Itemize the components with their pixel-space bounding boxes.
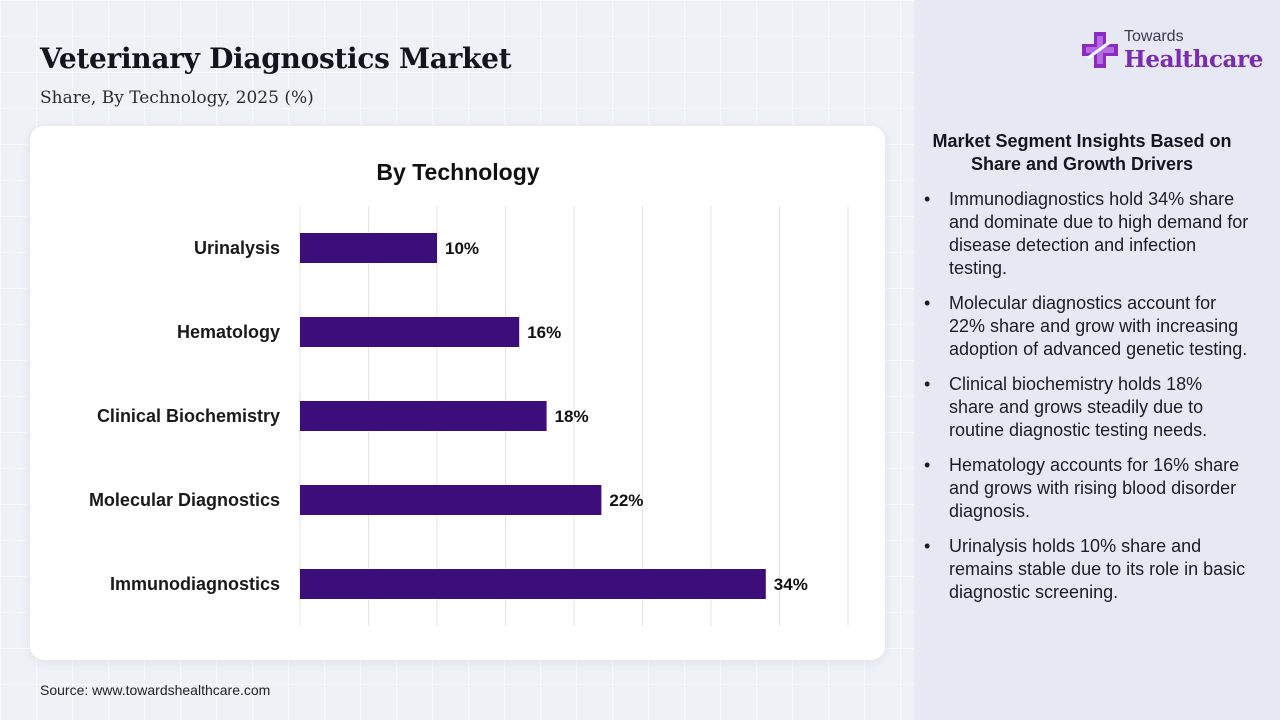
insight-text: Clinical biochemistry holds 18% share an… xyxy=(949,374,1208,440)
page-subtitle: Share, By Technology, 2025 (%) xyxy=(40,88,314,108)
insight-item: • Hematology accounts for 16% share and g… xyxy=(922,454,1252,523)
value-label: 34% xyxy=(774,575,808,594)
bar-molecular-diagnostics[interactable] xyxy=(300,485,602,515)
insight-item: • Immunodiagnostics hold 34% share and do… xyxy=(922,188,1252,280)
bullet-icon: • xyxy=(924,189,931,209)
insight-text: Urinalysis holds 10% share and remains s… xyxy=(949,536,1246,602)
insight-text: Immunodiagnostics hold 34% share and dom… xyxy=(949,189,1249,278)
value-label: 18% xyxy=(555,407,589,426)
insights-list: • Immunodiagnostics hold 34% share and do… xyxy=(922,188,1252,616)
source-note: Source: www.towardshealthcare.com xyxy=(40,682,271,698)
bar-immunodiagnostics[interactable] xyxy=(300,569,766,599)
bar-urinalysis[interactable] xyxy=(300,233,437,263)
category-label: Clinical Biochemistry xyxy=(97,406,280,426)
category-label: Urinalysis xyxy=(194,238,280,258)
plus-cross-icon xyxy=(1082,32,1118,68)
chart-card: By Technology Urinalysis 10% Hematology 16%… xyxy=(30,126,885,660)
insight-item: • Molecular diagnostics account for 22% s… xyxy=(922,292,1252,361)
category-label: Molecular Diagnostics xyxy=(89,490,280,510)
bar-chart: By Technology Urinalysis 10% Hematology 16%… xyxy=(89,159,849,626)
chart-title: By Technology xyxy=(376,159,539,185)
logo-main-text: Healthcare xyxy=(1124,46,1264,73)
bullet-icon: • xyxy=(924,293,931,313)
value-label: 10% xyxy=(445,239,479,258)
bar-hematology[interactable] xyxy=(300,317,520,347)
value-label: 22% xyxy=(609,491,643,510)
bar-clinical-biochemistry[interactable] xyxy=(300,401,547,431)
category-label: Hematology xyxy=(177,322,280,342)
insight-text: Molecular diagnostics account for 22% sh… xyxy=(949,293,1248,359)
insights-title: Market Segment Insights Based on Share a… xyxy=(932,131,1232,174)
page-title: Veterinary Diagnostics Market xyxy=(40,42,512,75)
logo-top-text: Towards xyxy=(1124,28,1184,45)
bullet-icon: • xyxy=(924,455,931,475)
insight-item: • Clinical biochemistry holds 18% share a… xyxy=(922,373,1252,442)
insights-panel xyxy=(914,0,1280,720)
insight-text: Hematology accounts for 16% share and gr… xyxy=(949,455,1240,521)
brand-logo[interactable]: Towards Healthcare xyxy=(1080,26,1264,78)
bullet-icon: • xyxy=(924,374,931,394)
insight-item: • Urinalysis holds 10% share and remains … xyxy=(922,535,1252,604)
bullet-icon: • xyxy=(924,536,931,556)
value-label: 16% xyxy=(527,323,561,342)
category-label: Immunodiagnostics xyxy=(110,574,280,594)
